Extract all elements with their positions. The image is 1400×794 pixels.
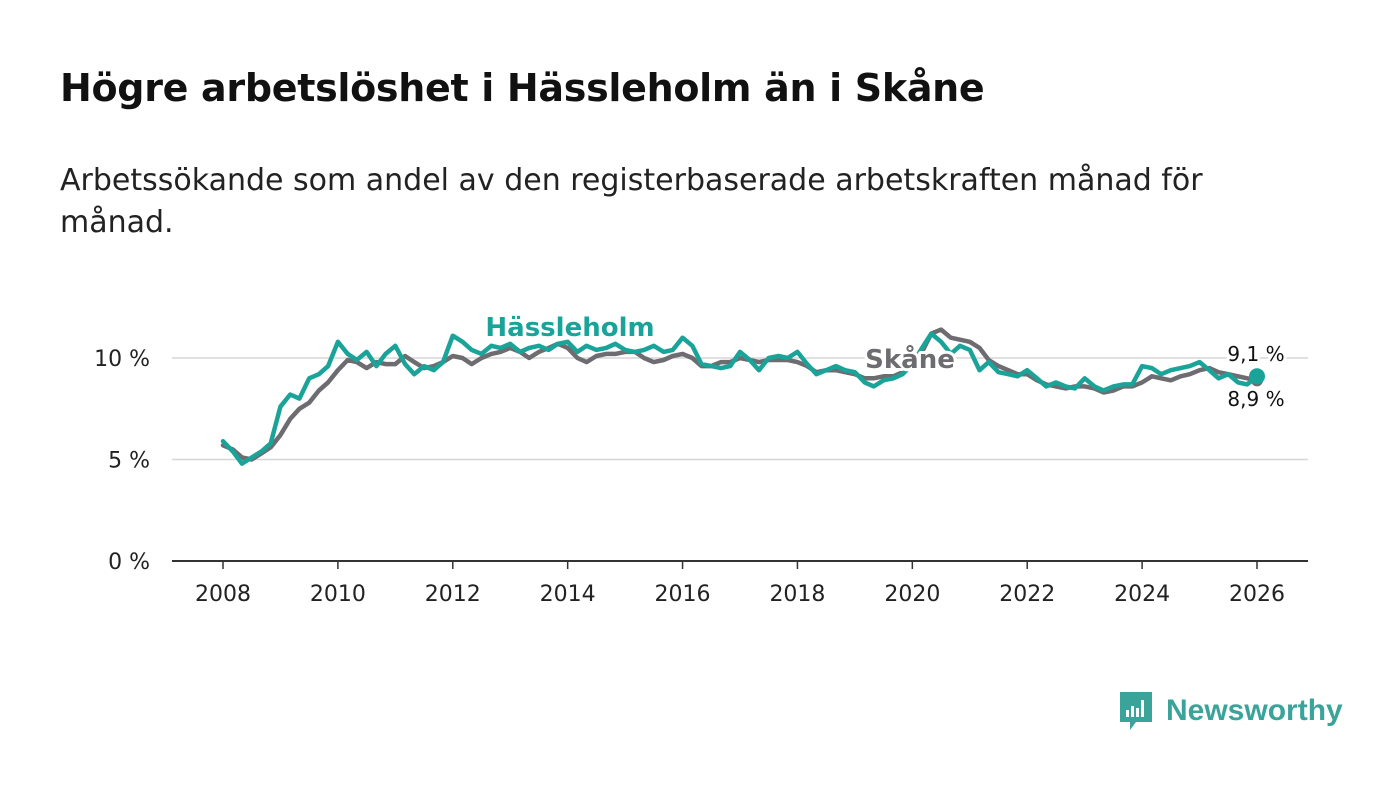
x-tick-label: 2012 bbox=[425, 582, 481, 607]
bar-chart-speech-bubble-icon bbox=[1120, 692, 1152, 730]
x-tick-label: 2024 bbox=[1114, 582, 1170, 607]
chart-subtitle: Arbetssökande som andel av den registerb… bbox=[60, 163, 1203, 240]
series-line-skane bbox=[220, 327, 1260, 462]
x-tick-label: 2022 bbox=[999, 582, 1055, 607]
x-tick-label: 2008 bbox=[195, 582, 251, 607]
x-tick-label: 2016 bbox=[655, 582, 711, 607]
y-tick-label: 10 % bbox=[94, 347, 150, 372]
x-tick-label: 2026 bbox=[1229, 582, 1285, 607]
newsworthy-brand[interactable]: Newsworthy bbox=[1118, 690, 1343, 732]
end-label-hassleholm: 9,1 % bbox=[1227, 342, 1284, 366]
series-label-hassleholm: Hässleholm bbox=[485, 313, 654, 343]
x-tick-label: 2018 bbox=[769, 582, 825, 607]
end-label-hassleholm-halo: 9,1 % bbox=[1227, 342, 1284, 366]
y-axis-tick-labels: 0 % 5 % 10 % bbox=[94, 347, 150, 575]
y-tick-label: 5 % bbox=[108, 449, 150, 474]
series-label-skane: Skåne bbox=[865, 343, 955, 375]
series-label-skane-halo: Skåne bbox=[865, 343, 955, 375]
end-label-skane: 8,9 % bbox=[1227, 387, 1284, 411]
x-axis-tick-labels: 2008 2010 2012 2014 2016 2018 2020 2022 2024 2026 bbox=[195, 561, 1285, 607]
x-tick-label: 2010 bbox=[310, 582, 366, 607]
end-point-hassleholm bbox=[1249, 368, 1265, 385]
series-line-hassleholm bbox=[220, 331, 1260, 466]
y-tick-label: 0 % bbox=[108, 550, 150, 575]
chart-title: Högre arbetslöshet i Hässleholm än i Skå… bbox=[60, 66, 985, 110]
grid-lines bbox=[172, 357, 1308, 562]
series-label-hassleholm-halo: Hässleholm bbox=[485, 313, 654, 343]
series-lines bbox=[220, 327, 1265, 466]
x-tick-label: 2020 bbox=[884, 582, 940, 607]
brand-name: Newsworthy bbox=[1166, 694, 1343, 727]
end-label-skane-halo: 8,9 % bbox=[1227, 387, 1284, 411]
x-tick-label: 2014 bbox=[540, 582, 596, 607]
